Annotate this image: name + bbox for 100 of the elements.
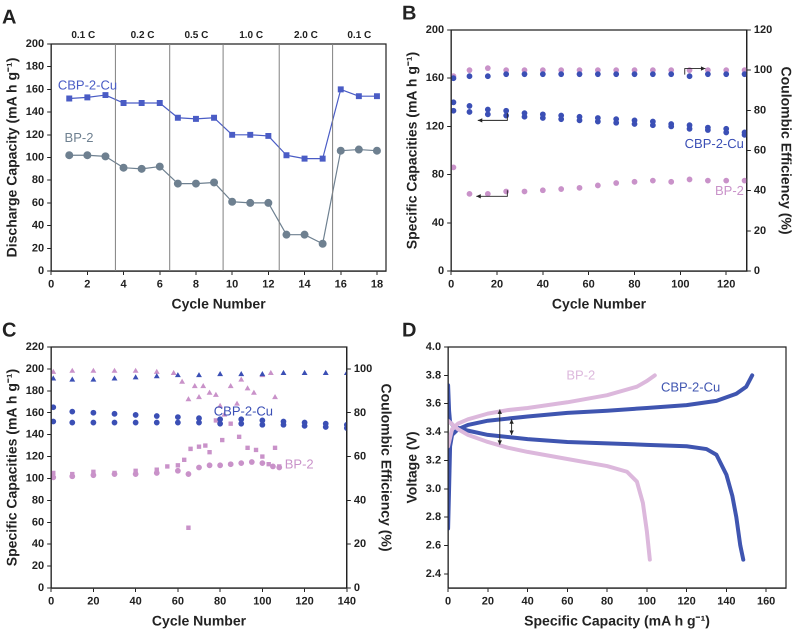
series-label: BP-2 [566,368,596,382]
x-tick-label: 4 [120,278,128,291]
x-tick-label: 14 [298,278,312,291]
series-label: CBP-2-Cu [684,136,744,152]
y-tick-label: 100 [26,472,44,484]
y-tick-label: 3.8 [426,369,442,382]
y2-tick-label: 100 [354,362,372,375]
y-tick-label: 160 [26,83,44,96]
y-axis-title: Voltage (V) [403,431,420,504]
y-tick-label: 60 [32,516,44,528]
x-tick-label: 100 [638,596,656,608]
x-tick-label: 18 [370,278,384,291]
y-tick-label: 200 [26,38,44,50]
y-tick-label: 0 [38,265,44,278]
y2-tick-label: 120 [754,24,772,36]
y-tick-label: 20 [32,560,44,572]
x-tick-label: 6 [156,278,163,291]
y2-tick-label: 60 [754,144,766,157]
y2-tick-label: 80 [354,406,366,419]
x-tick-label: 2 [84,278,90,291]
y2-axis-title: Coulombic Efficiency (%) [778,66,795,235]
y2-tick-label: 80 [754,104,766,116]
y2-tick-label: 40 [754,184,766,197]
y2-tick-label: 0 [754,265,760,278]
x-tick-label: 120 [295,596,314,608]
y-tick-label: 80 [32,494,44,506]
chart-title: B [402,2,416,25]
x-tick-label: 160 [756,596,776,608]
y-tick-label: 180 [26,60,44,73]
x-tick-label: 40 [521,596,534,608]
y-tick-label: 0 [438,265,444,278]
x-tick-label: 8 [192,278,200,291]
y2-axis-title: Coulombic Efficiency (%) [378,383,395,552]
y-tick-label: 2.8 [426,511,442,524]
x-tick-label: 20 [482,596,494,608]
y-tick-label: 120 [426,120,444,132]
y2-tick-label: 100 [754,64,772,76]
x-tick-label: 140 [338,596,356,608]
y2-tick-label: 0 [354,582,360,594]
x-tick-label: 60 [582,278,595,291]
text: 0.1 C [71,30,96,41]
y-tick-label: 80 [432,168,444,181]
y-tick-label: 3.0 [426,482,442,495]
y-tick-label: 220 [26,341,44,354]
text: 2.0 C [294,30,318,41]
x-tick-label: 12 [262,278,274,291]
y-tick-label: 160 [426,72,444,84]
x-tick-label: 40 [536,278,549,291]
x-tick-label: 100 [671,278,690,291]
y-tick-label: 120 [26,450,44,463]
x-axis-title: Cycle Number [152,612,247,628]
x-tick-label: 0 [48,278,54,291]
series-label: CBP-2-Cu [660,380,720,395]
y-tick-label: 140 [26,106,44,118]
y-tick-label: 0 [38,582,44,594]
y-tick-label: 180 [26,384,44,397]
y-tick-label: 80 [32,174,44,186]
series-label: BP-2 [714,183,744,198]
y-tick-label: 20 [32,242,44,254]
y-tick-label: 4.0 [426,341,442,354]
series-label: BP-2 [284,456,314,472]
y-tick-label: 200 [426,24,444,36]
y2-tick-label: 20 [754,224,766,237]
x-tick-label: 0 [448,278,454,291]
y-tick-label: 140 [26,428,44,441]
x-tick-label: 100 [253,596,272,608]
x-tick-label: 80 [628,278,641,291]
y-tick-label: 160 [26,406,44,419]
y-tick-label: 60 [32,196,44,209]
x-tick-label: 60 [172,596,184,608]
text: 1.0 C [239,30,264,41]
y-tick-label: 40 [32,220,44,232]
series-label: CBP-2-Cu [214,404,274,419]
y2-tick-label: 60 [354,450,366,463]
series-label: BP-2 [64,130,94,145]
y-tick-label: 2.4 [426,568,442,580]
chart-title: C [2,320,16,342]
x-tick-label: 10 [226,278,238,291]
x-tick-label: 20 [87,596,100,608]
text: 0.2 C [130,30,155,41]
x-axis-title: Cycle Number [172,295,266,312]
y-tick-label: 40 [432,216,444,229]
y-tick-label: 3.4 [426,426,442,438]
x-tick-label: 40 [130,596,142,608]
y-tick-label: 200 [26,362,44,375]
x-tick-label: 0 [48,596,54,608]
x-tick-label: 16 [334,278,347,291]
x-tick-label: 60 [561,596,574,608]
y-tick-label: 100 [26,152,44,164]
x-tick-label: 120 [717,278,736,291]
x-tick-label: 140 [717,596,736,608]
chart-title: A [2,6,16,29]
text: 0.5 C [184,30,208,41]
y-axis-title: Specific Capacities (mA h g⁻¹) [403,52,420,250]
x-axis-title: Specific Capacity (mA h g⁻¹) [524,612,710,628]
x-tick-label: 20 [490,278,504,291]
y2-tick-label: 40 [354,494,366,506]
text: 0.1 C [347,30,372,41]
y-axis-title: Specific Capacities (mA h g⁻¹) [3,368,20,566]
y-tick-label: 120 [26,128,44,141]
